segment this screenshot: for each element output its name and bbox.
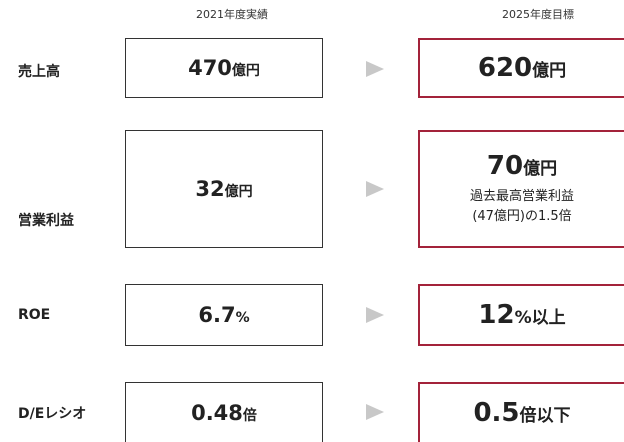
note: 過去最高営業利益 [469, 189, 574, 204]
value: 470 [188, 56, 232, 80]
value: 12 [478, 300, 515, 330]
arrow [366, 61, 384, 77]
value: 32 [195, 177, 225, 201]
actual-box: 0.48倍 [125, 382, 323, 442]
unit: 倍以下 [519, 406, 571, 426]
target-box: 70億円 過去最高営業利益 (47億円)の1.5倍 [418, 130, 624, 248]
column-header: 2025年度目標 [502, 8, 574, 21]
value: 70 [486, 151, 524, 181]
actual-box: 470億円 [125, 38, 323, 98]
actual-box: 32億円 [125, 130, 323, 248]
value: 0.48 [191, 400, 243, 425]
column-header: 2021年度実績 [196, 8, 268, 21]
unit: %以上 [514, 308, 566, 328]
row-label: 営業利益 [18, 213, 74, 229]
value: 6.7 [198, 303, 236, 327]
arrow [366, 404, 384, 420]
arrow [366, 307, 384, 323]
row-label: ROE [18, 307, 51, 323]
unit: 億円 [532, 61, 567, 81]
note: (47億円)の1.5倍 [472, 209, 572, 224]
target-box: 620億円 [418, 38, 624, 98]
value: 620 [477, 53, 533, 83]
row-label: D/Eレシオ [18, 406, 87, 422]
actual-box: 6.7% [125, 284, 323, 346]
row-label: 売上高 [18, 64, 60, 80]
target-box: 12%以上 [418, 284, 624, 346]
unit: 億円 [224, 184, 253, 200]
value: 0.5 [473, 398, 520, 428]
arrow [366, 181, 384, 197]
unit: % [235, 310, 250, 326]
target-box: 0.5倍以下 [418, 382, 624, 442]
unit: 倍 [242, 407, 257, 424]
unit: 億円 [231, 63, 260, 79]
unit: 億円 [523, 159, 558, 179]
